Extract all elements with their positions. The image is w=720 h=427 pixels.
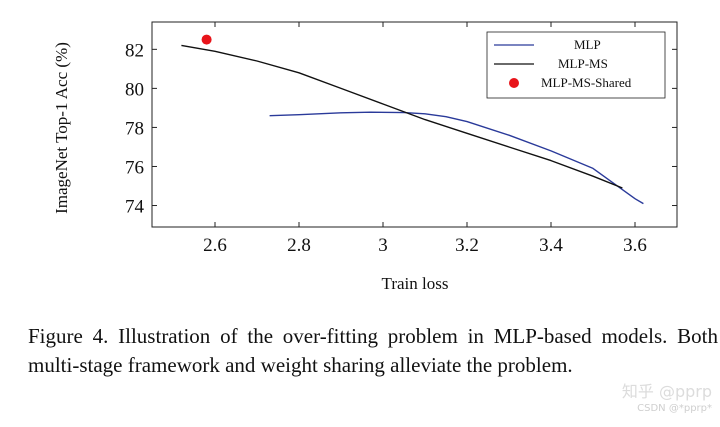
figure-caption: Figure 4. Illustration of the over-fitti… — [28, 324, 718, 377]
y-tick-label: 80 — [125, 79, 144, 100]
legend-mlp-ms-shared-label: MLP-MS-Shared — [541, 75, 632, 90]
x-tick-label: 2.8 — [287, 235, 311, 256]
x-axis-label: Train loss — [382, 274, 449, 293]
x-tick-label: 3.4 — [539, 235, 563, 256]
watermark-zhihu: 知乎 @pprp — [621, 382, 712, 401]
watermark: 知乎 @pprp CSDN @*pprp* — [622, 382, 712, 416]
plot-frame — [151, 21, 678, 228]
series-line-mlp-ms — [181, 44, 623, 189]
x-tick-label: 3.2 — [455, 235, 479, 256]
x-tick-label: 3 — [378, 235, 388, 256]
y-tick-label: 82 — [125, 40, 144, 61]
legend-mlp-ms-shared-swatch — [509, 78, 519, 88]
x-tick-label: 2.6 — [203, 235, 227, 256]
chart: 2.6 2.8 3 3.2 3.4 3.6 74 76 78 80 82 Train loss Im… — [52, 21, 678, 293]
x-tick-label: 3.6 — [623, 235, 647, 256]
legend-mlp-label: MLP — [574, 37, 601, 52]
series-line-mlp — [269, 111, 644, 205]
ticks-layer: 2.6 2.8 3 3.2 3.4 3.6 74 76 78 80 82 — [125, 22, 677, 256]
legend: MLP MLP-MS MLP-MS-Shared — [486, 31, 666, 99]
y-tick-label: 78 — [125, 118, 144, 139]
data-point-mlp-ms-shared — [201, 34, 212, 45]
series-layer — [181, 34, 644, 205]
y-tick-label: 76 — [125, 157, 144, 178]
legend-mlp-ms-label: MLP-MS — [558, 56, 608, 71]
watermark-csdn: CSDN @*pprp* — [637, 403, 712, 414]
y-tick-label: 74 — [125, 197, 145, 218]
y-axis-label: ImageNet Top-1 Acc (%) — [52, 42, 71, 214]
